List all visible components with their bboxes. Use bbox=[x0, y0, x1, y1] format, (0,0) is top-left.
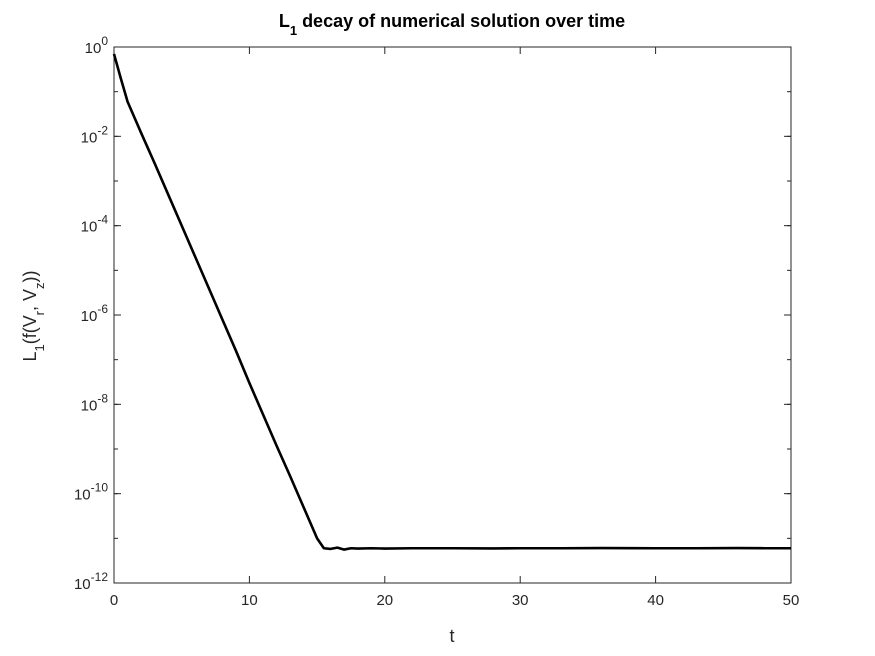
x-axis: 0 10 20 30 40 50 bbox=[110, 47, 800, 609]
x-tick-label: 30 bbox=[512, 592, 529, 609]
series-layer bbox=[112, 53, 791, 551]
y-tick-label: 10-6 bbox=[81, 302, 109, 325]
x-tick-label: 20 bbox=[376, 592, 393, 609]
y-tick-label: 10-10 bbox=[74, 481, 108, 504]
x-axis-label: t bbox=[449, 626, 454, 646]
x-tick-label: 0 bbox=[110, 592, 118, 609]
plot-area bbox=[113, 46, 792, 584]
y-tick-label: 10-4 bbox=[81, 213, 109, 236]
series-line bbox=[112, 53, 791, 551]
y-tick-label: 10-2 bbox=[81, 123, 109, 146]
y-tick-label: 100 bbox=[85, 34, 109, 57]
x-tick-label: 40 bbox=[647, 592, 664, 609]
y-axis: 100 10-2 10-4 10-6 10-8 10-10 10-12 bbox=[74, 34, 791, 593]
y-tick-label: 10-12 bbox=[74, 570, 108, 593]
plot-frame bbox=[113, 46, 792, 584]
y-axis-label: L1(f(Vr, Vz)) bbox=[20, 270, 47, 361]
y-tick-label: 10-8 bbox=[81, 391, 109, 414]
chart-title: L1 decay of numerical solution over time bbox=[279, 11, 625, 38]
x-tick-label: 10 bbox=[241, 592, 258, 609]
x-tick-label: 50 bbox=[783, 592, 800, 609]
